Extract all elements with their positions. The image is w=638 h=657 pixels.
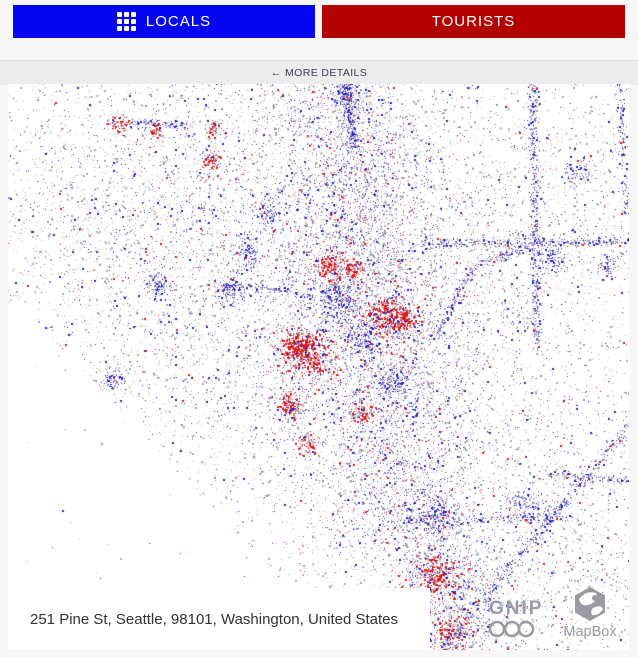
more-details-bar[interactable]: ← MORE DETAILS [0,60,638,85]
attribution-logos: GNIP MapBox [487,586,621,640]
gnip-rings-icon [488,620,535,638]
map-viewport[interactable]: 251 Pine St, Seattle, 98101, Washington,… [8,84,629,650]
tourists-label: TOURISTS [431,13,516,30]
mapbox-globe-icon [575,587,605,621]
dot-map-canvas[interactable] [8,84,629,650]
gnip-logo-text: GNIP [489,598,543,619]
mapbox-logo[interactable]: MapBox [559,586,621,640]
more-details-label: ← MORE DETAILS [270,67,368,79]
locals-label: LOCALS [145,13,212,30]
grid-icon [116,12,136,31]
mapbox-logo-text: MapBox [563,624,617,640]
address-text: 251 Pine St, Seattle, 98101, Washington,… [30,610,399,628]
locals-button[interactable]: LOCALS [13,5,315,38]
gnip-logo[interactable]: GNIP [487,596,543,640]
address-panel: 251 Pine St, Seattle, 98101, Washington,… [8,588,430,650]
tourists-button[interactable]: TOURISTS [322,5,625,38]
